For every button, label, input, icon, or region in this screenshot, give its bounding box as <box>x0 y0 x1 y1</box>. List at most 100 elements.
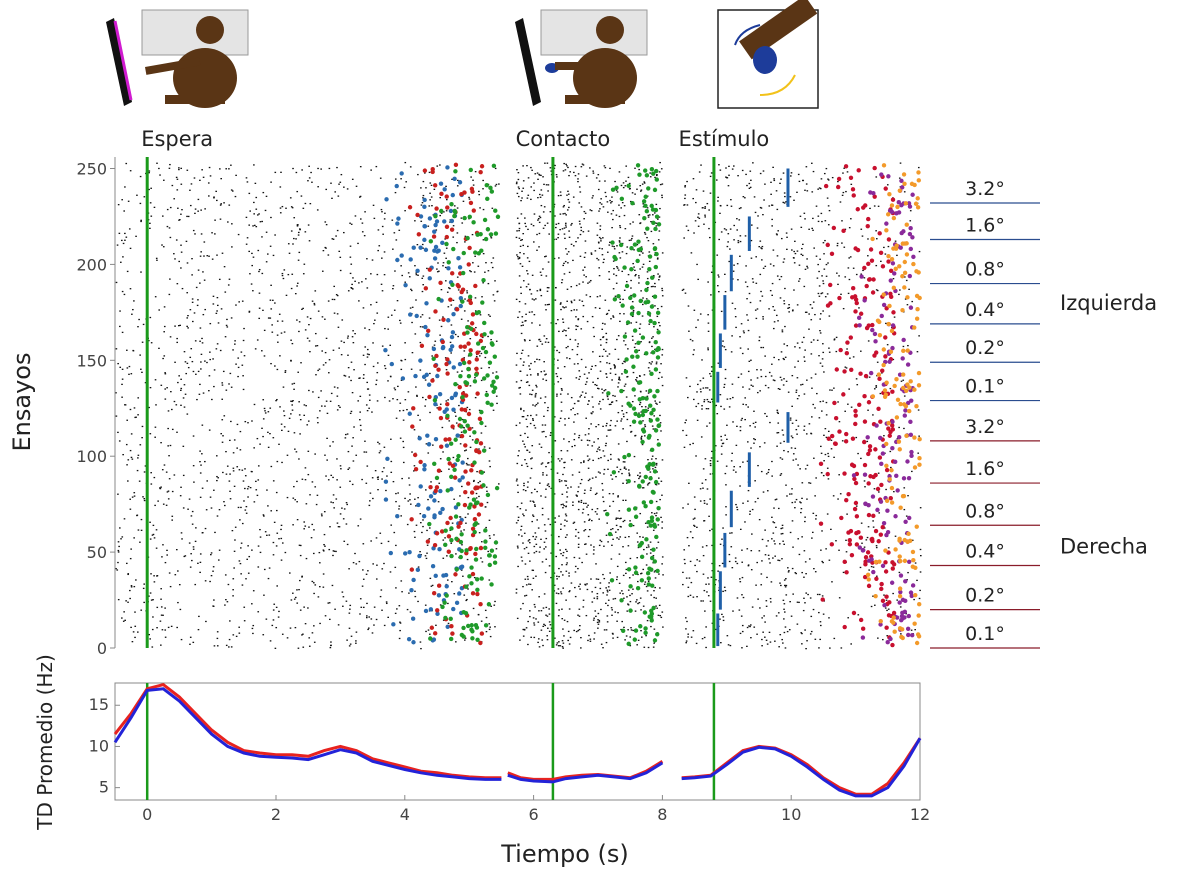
spike <box>644 584 646 585</box>
spike <box>560 302 562 303</box>
spike <box>485 262 487 263</box>
spike <box>411 290 413 291</box>
spike <box>542 195 544 196</box>
spike <box>795 253 797 254</box>
spike <box>422 291 424 292</box>
spike <box>296 191 298 192</box>
spike <box>740 235 742 236</box>
spike <box>789 601 791 602</box>
spike <box>622 483 624 484</box>
spike <box>797 377 799 378</box>
spike <box>597 438 599 439</box>
spike <box>119 440 121 441</box>
spike <box>341 354 343 355</box>
spike <box>617 529 619 530</box>
spike <box>653 590 655 591</box>
spike <box>214 532 216 533</box>
spike <box>797 623 799 624</box>
spike <box>441 289 443 290</box>
spike <box>151 483 153 484</box>
spike <box>481 380 483 381</box>
spike <box>323 573 325 574</box>
spike <box>130 409 132 410</box>
spike <box>818 221 820 222</box>
spike <box>531 293 533 294</box>
spike <box>915 562 917 563</box>
spike <box>788 311 790 312</box>
spike <box>621 410 623 411</box>
spike <box>376 312 378 313</box>
spike <box>717 197 719 198</box>
spike <box>611 607 613 608</box>
spike <box>417 244 419 245</box>
spike <box>607 590 609 591</box>
spike <box>288 274 290 275</box>
spike <box>567 346 569 347</box>
spike <box>876 238 878 239</box>
spike <box>662 385 664 386</box>
spike <box>824 269 826 270</box>
spike <box>600 344 602 345</box>
spike <box>718 164 720 165</box>
spike <box>547 485 549 486</box>
spike <box>564 480 566 481</box>
spike <box>749 514 751 515</box>
spike <box>533 578 535 579</box>
spike <box>742 625 744 626</box>
spike <box>432 515 436 519</box>
spike <box>518 188 520 189</box>
spike <box>787 631 789 632</box>
spike <box>422 467 426 471</box>
spike <box>323 587 325 588</box>
spike <box>260 552 262 553</box>
spike <box>723 408 725 409</box>
spike <box>779 634 781 635</box>
spike <box>270 510 272 511</box>
spike <box>409 588 413 592</box>
spike <box>277 461 279 462</box>
spike <box>610 420 612 421</box>
spike <box>693 399 695 400</box>
spike <box>165 562 167 563</box>
spike <box>783 384 785 385</box>
spike <box>326 401 328 402</box>
spike <box>688 331 690 332</box>
spike <box>649 214 651 215</box>
spike <box>755 585 757 586</box>
spike <box>630 223 632 224</box>
spike <box>862 235 864 236</box>
spike <box>565 549 567 550</box>
spike <box>797 538 799 539</box>
spike <box>625 537 627 538</box>
spike <box>771 517 773 518</box>
spike <box>333 239 335 240</box>
spike <box>140 610 142 611</box>
spike <box>411 322 413 323</box>
spike <box>198 371 200 372</box>
spike <box>739 609 741 610</box>
spike <box>648 240 650 241</box>
spike <box>707 281 709 282</box>
spike <box>577 413 579 414</box>
spike <box>442 451 444 452</box>
spike <box>817 340 819 341</box>
spike <box>521 503 523 504</box>
spike <box>582 163 584 164</box>
spike <box>567 262 569 263</box>
spike <box>447 399 449 400</box>
spike <box>317 370 319 371</box>
spike <box>560 571 562 572</box>
spike <box>329 359 331 360</box>
spike <box>323 250 325 251</box>
spike <box>542 424 544 425</box>
spike <box>292 168 294 169</box>
spike <box>548 304 550 305</box>
spike <box>272 300 274 301</box>
spike <box>695 455 697 456</box>
spike <box>399 605 401 606</box>
spike <box>381 209 383 210</box>
spike <box>893 491 895 492</box>
spike <box>140 221 142 222</box>
spike <box>731 351 733 352</box>
spike <box>349 645 351 646</box>
